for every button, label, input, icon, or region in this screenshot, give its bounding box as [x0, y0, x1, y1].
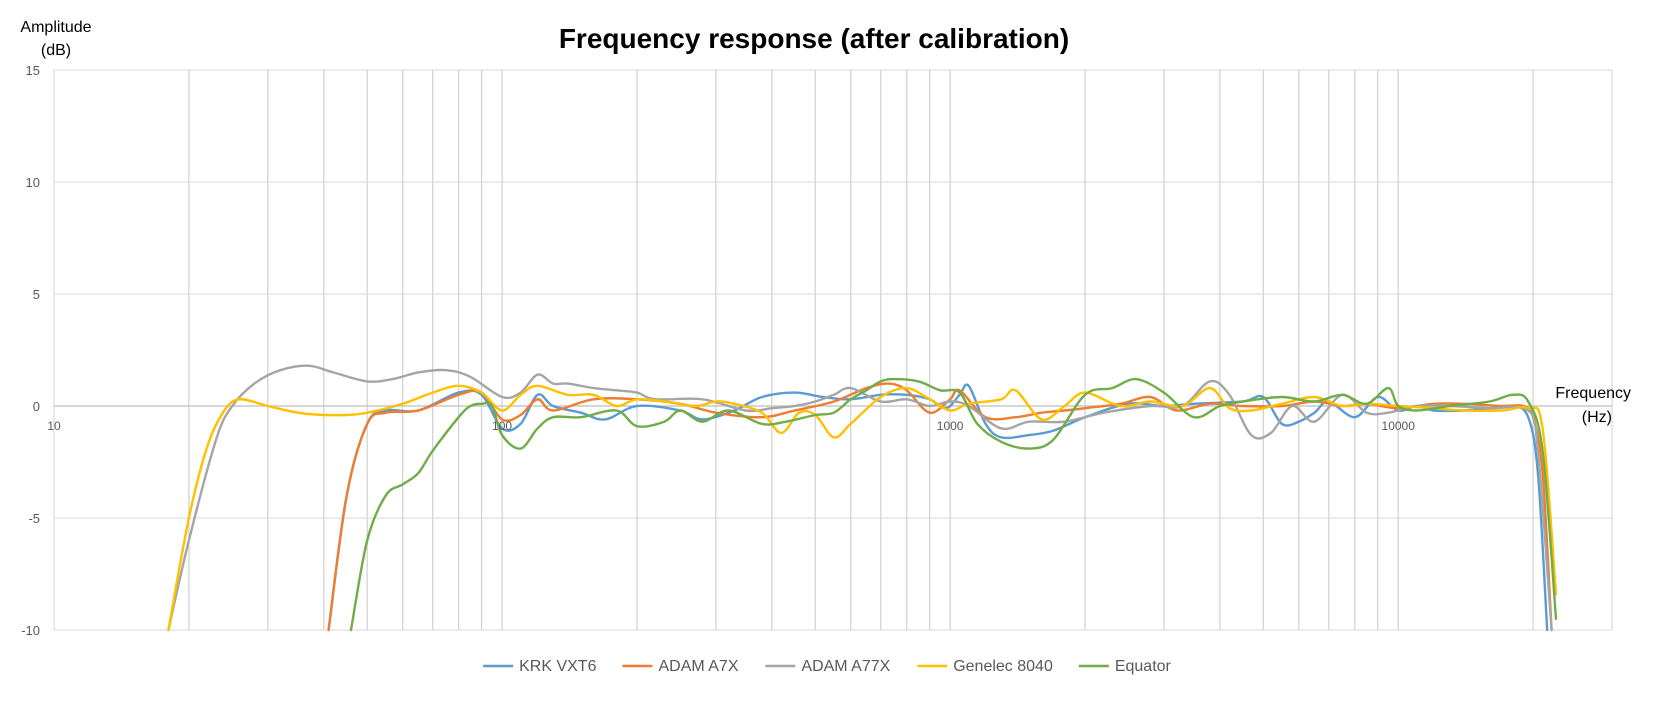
legend-item: Genelec 8040 [917, 658, 1053, 675]
series-line-equator [349, 377, 1558, 632]
legend-item: ADAM A7X [622, 658, 739, 675]
legend-item: KRK VXT6 [483, 658, 597, 675]
x-axis-title-line1: Frequency [1555, 385, 1631, 402]
y-tick-label: -5 [28, 511, 40, 526]
series-line-adam-a77x [167, 364, 1553, 632]
series-lines [167, 364, 1558, 632]
y-tick-labels: 15 10 5 0 -5 -10 [21, 63, 40, 638]
legend-item: ADAM A77X [765, 658, 891, 675]
series-line-adam-a7x [327, 382, 1553, 632]
y-tick-label: 15 [26, 63, 40, 78]
x-gridlines [53, 70, 1613, 630]
x-tick-label: 10000 [1382, 419, 1416, 433]
legend-item: Equator [1078, 658, 1172, 675]
legend-label: ADAM A7X [658, 658, 738, 675]
x-tick-label: 1000 [937, 419, 964, 433]
y-axis-title-line2: (dB) [41, 42, 71, 59]
legend: KRK VXT6 ADAM A7X ADAM A77X Genelec 8040 Equ… [483, 658, 1172, 675]
legend-label: Genelec 8040 [953, 658, 1053, 675]
y-tick-label: 5 [33, 287, 40, 302]
legend-label: KRK VXT6 [519, 658, 596, 675]
y-tick-label: 0 [33, 399, 40, 414]
y-tick-label: 10 [26, 175, 40, 190]
x-axis-title-line2: (Hz) [1582, 409, 1612, 426]
y-gridlines [54, 69, 1612, 631]
y-tick-label: -10 [21, 623, 40, 638]
x-tick-label: 100 [492, 419, 512, 433]
chart-title: Frequency response (after calibration) [559, 23, 1069, 54]
series-line-genelec-8040 [167, 384, 1558, 632]
y-axis-title-line1: Amplitude [20, 19, 91, 36]
x-tick-labels: 10 100 1000 10000 [47, 419, 1415, 433]
legend-label: ADAM A77X [801, 658, 890, 675]
x-tick-label: 10 [47, 419, 61, 433]
legend-label: Equator [1115, 658, 1172, 675]
